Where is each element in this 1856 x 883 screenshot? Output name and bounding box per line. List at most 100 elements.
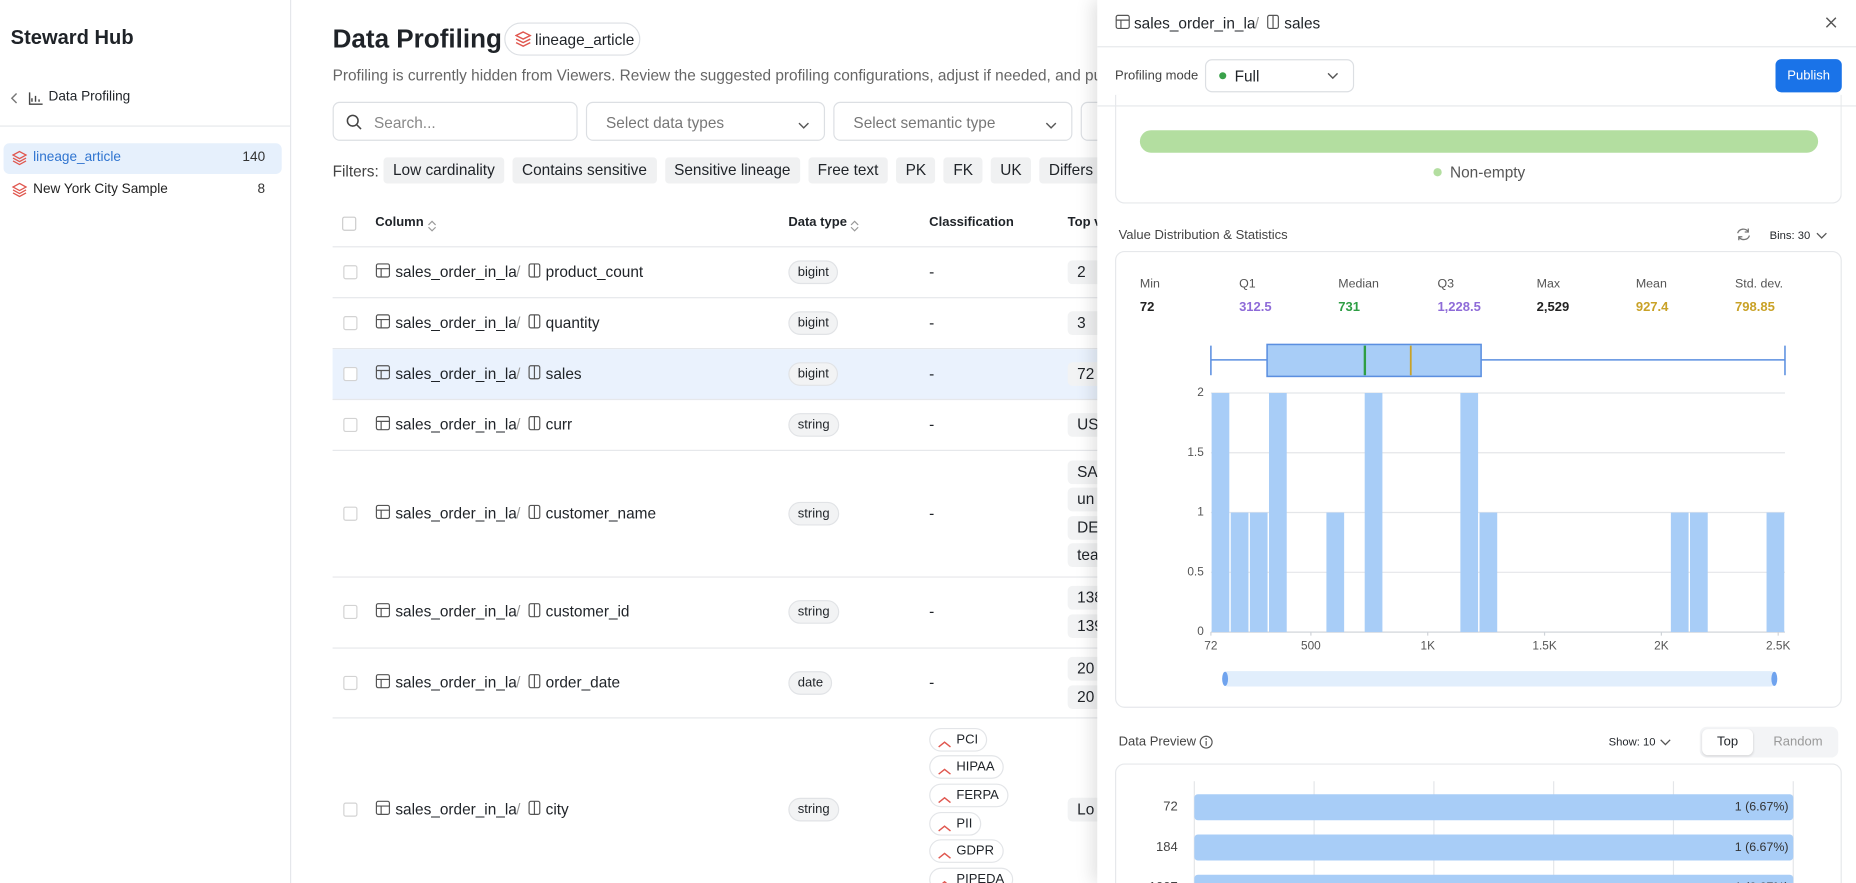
checkbox[interactable] <box>343 316 358 331</box>
table-icon <box>375 504 391 519</box>
publish-button[interactable]: Publish <box>1775 59 1842 93</box>
table-name: sales_order_in_la <box>395 602 517 621</box>
app-title: Steward Hub <box>10 26 134 49</box>
column-name: customer_id <box>545 602 630 621</box>
layers-icon <box>514 31 532 47</box>
toggle-option[interactable]: Random <box>1773 735 1823 750</box>
table-icon <box>375 415 391 436</box>
checkbox[interactable] <box>343 675 358 691</box>
sensitivity-icon <box>938 852 951 859</box>
dataset-badge: lineage_article <box>504 22 641 56</box>
table-icon <box>375 673 391 694</box>
refresh-icon[interactable] <box>1735 226 1752 243</box>
sensitivity-icon <box>938 796 951 804</box>
column-icon <box>528 415 541 436</box>
sort-icon <box>427 217 437 238</box>
checkbox[interactable] <box>343 506 358 521</box>
filter-chip[interactable]: UK <box>990 157 1032 184</box>
select-placeholder: Select semantic type <box>853 113 996 132</box>
classification: - <box>929 313 935 332</box>
mode-label: Profiling mode <box>1115 68 1199 83</box>
dataset-item[interactable]: lineage_article 140 <box>3 143 282 174</box>
path-separator: / <box>516 262 521 281</box>
dataset-count: 8 <box>257 182 266 197</box>
column-name: curr <box>545 415 573 434</box>
mode-icons <box>1219 72 1339 80</box>
dataset-icon <box>11 182 28 198</box>
checkbox[interactable] <box>343 605 358 620</box>
chevron <box>1816 232 1827 239</box>
table-icon <box>375 504 391 525</box>
classification-tag: HIPAA <box>929 755 1004 780</box>
filter-chip[interactable]: Differs <box>1039 157 1103 184</box>
data-type: date <box>788 671 833 695</box>
classification: - <box>929 262 935 281</box>
column-header: Data type <box>788 215 847 230</box>
checkbox[interactable] <box>343 265 358 280</box>
column-icon <box>528 314 541 329</box>
divider <box>332 246 1162 248</box>
sensitivity-icon <box>937 735 951 756</box>
classification-tag: PII <box>929 811 982 836</box>
table-row[interactable]: sales_order_in_la / customer_name string - SA… <box>332 451 1162 578</box>
column-header: Top v <box>1067 215 1102 230</box>
column-header: Classification <box>929 215 1014 230</box>
filter-chip[interactable]: FK <box>943 157 983 184</box>
filter-chip[interactable]: Contains sensitive <box>512 157 657 184</box>
column-name: sales <box>545 364 582 383</box>
checkbox[interactable] <box>343 802 358 817</box>
table-row[interactable]: sales_order_in_la / sales bigint -72 <box>332 349 1162 401</box>
filter-chip[interactable]: PK <box>896 157 936 184</box>
mode-select[interactable]: Full <box>1204 59 1355 93</box>
page-title: Data Profiling <box>332 23 502 54</box>
legend-label: Non-empty <box>1449 163 1526 182</box>
table-row[interactable]: sales_order_in_la / curr string - US <box>332 400 1162 451</box>
column-name: customer_name <box>545 504 657 522</box>
classification: - <box>929 602 935 621</box>
dataset-item[interactable]: New York City Sample 8 <box>4 175 282 206</box>
search-icon <box>346 114 362 130</box>
table-name: sales_order_in_la <box>395 364 517 383</box>
dataset-icon <box>11 150 28 171</box>
sort-icon <box>428 220 437 232</box>
checkbox[interactable] <box>342 216 357 231</box>
table-icon <box>375 365 391 380</box>
table-row[interactable]: sales_order_in_la / product_count bigint -2 <box>332 247 1162 299</box>
classification-tag: PIPEDA <box>929 867 1014 883</box>
filter-chip[interactable]: Free text <box>808 157 888 184</box>
bins-select[interactable]: Bins: 30 <box>1769 229 1811 243</box>
show-select[interactable]: Show: 10 <box>1608 736 1656 750</box>
search-input[interactable]: Search... <box>332 101 578 141</box>
select[interactable]: Select semantic type <box>833 101 1073 141</box>
column-icon <box>528 504 541 519</box>
column-icon <box>528 603 541 618</box>
toggle-option[interactable]: Top <box>1702 729 1754 756</box>
search-placeholder: Search... <box>374 113 436 132</box>
path-separator: / <box>516 602 521 621</box>
back-label: Data Profiling <box>48 89 131 105</box>
close-button[interactable] <box>1824 15 1838 29</box>
data-type: string <box>788 501 840 526</box>
column-icon <box>528 314 541 335</box>
select[interactable]: Select data types <box>585 101 826 141</box>
filter-chip[interactable]: Sensitive lineage <box>664 157 800 184</box>
table-row[interactable]: sales_order_in_la / city string PCI HIPAA FERP… <box>333 719 1162 883</box>
filter-chip[interactable]: Low cardinality <box>383 157 505 184</box>
breadcrumb-column: sales <box>1284 14 1321 32</box>
column-header: Column <box>375 215 424 230</box>
checkbox[interactable] <box>343 366 358 382</box>
table-row[interactable]: sales_order_in_la / customer_id string -138 1… <box>332 578 1162 649</box>
dataset-icon <box>11 182 28 203</box>
table-icon <box>375 314 391 335</box>
breadcrumb-table[interactable]: sales_order_in_la <box>1133 14 1256 32</box>
checkbox[interactable] <box>343 417 358 433</box>
sensitivity-icon <box>937 763 951 784</box>
column-icon <box>528 800 541 821</box>
sensitivity-icon <box>937 847 951 868</box>
table-row[interactable]: sales_order_in_la / order_date date -20 20 <box>332 648 1162 719</box>
table-row[interactable]: sales_order_in_la / quantity bigint -3 <box>332 298 1162 350</box>
table-name: sales_order_in_la <box>395 673 517 692</box>
completeness-card: Non-empty <box>1115 94 1842 204</box>
data-type: bigint <box>788 311 839 335</box>
preview-card <box>1115 763 1842 883</box>
